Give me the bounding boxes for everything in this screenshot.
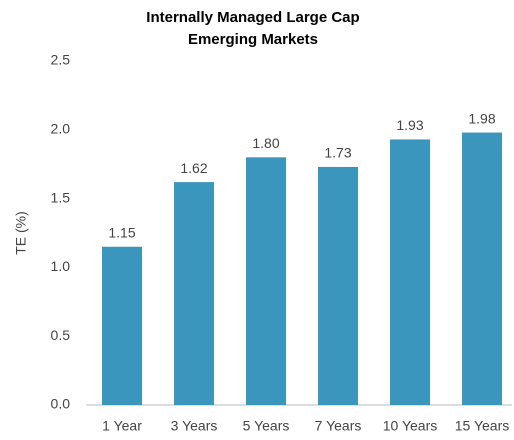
bar — [174, 182, 214, 405]
y-tick-label: 2.5 — [51, 52, 71, 68]
y-tick-label: 2.0 — [51, 121, 71, 137]
bar — [102, 246, 142, 405]
x-tick-label: 7 Years — [315, 418, 362, 434]
bar — [390, 139, 430, 405]
x-tick-label: 1 Year — [102, 418, 142, 434]
x-tick-label: 10 Years — [383, 418, 438, 434]
data-label: 1.62 — [180, 160, 207, 176]
y-tick-label: 0.0 — [51, 396, 71, 412]
chart-title: Emerging Markets — [188, 31, 318, 48]
data-label: 1.80 — [252, 135, 279, 151]
y-tick-label: 1.5 — [51, 189, 71, 205]
bar — [246, 157, 286, 405]
x-tick-label: 15 Years — [455, 418, 510, 434]
y-tick-label: 1.0 — [51, 258, 71, 274]
y-tick-label: 0.5 — [51, 327, 71, 343]
data-label: 1.98 — [468, 110, 495, 126]
chart-title: Internally Managed Large Cap — [146, 9, 359, 26]
data-label: 1.73 — [324, 145, 351, 161]
y-axis-label: TE (%) — [13, 211, 29, 255]
bar — [318, 166, 358, 405]
x-tick-label: 5 Years — [243, 418, 290, 434]
bar — [462, 132, 502, 405]
x-tick-label: 3 Years — [171, 418, 218, 434]
data-label: 1.93 — [396, 117, 423, 133]
data-label: 1.15 — [108, 224, 135, 240]
